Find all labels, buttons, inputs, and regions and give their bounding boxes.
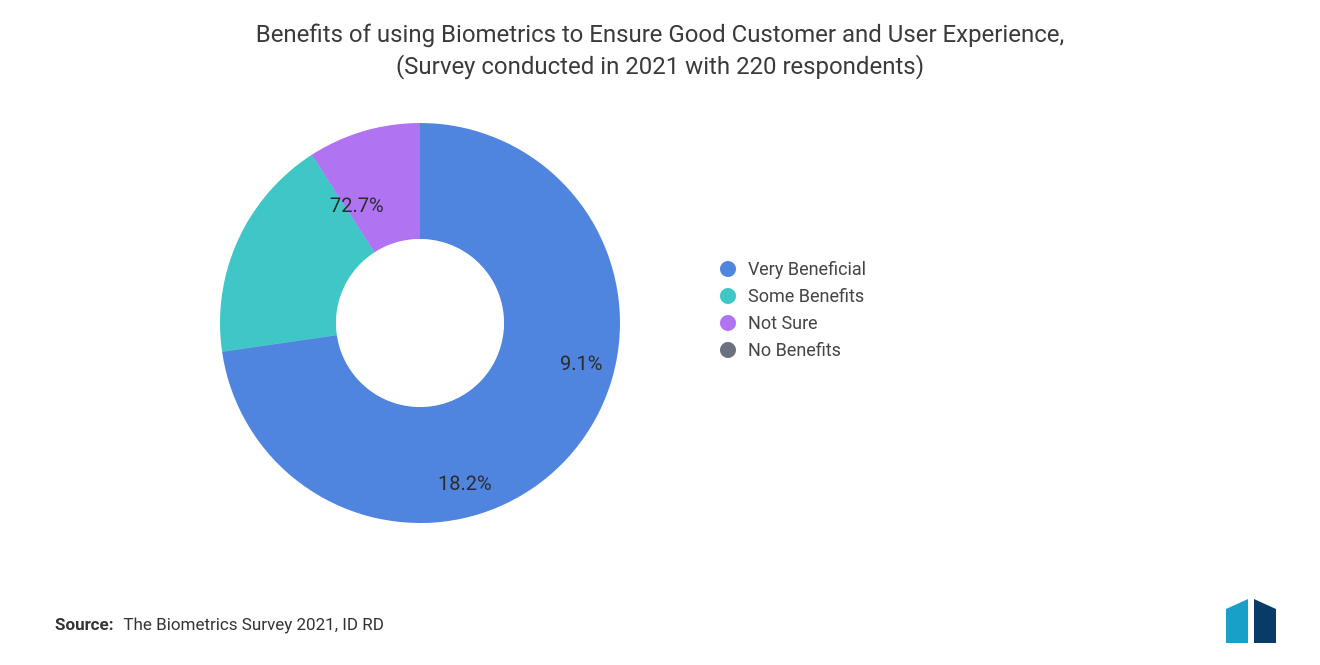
legend-item: Some Benefits (720, 286, 866, 307)
chart-title-line2: (Survey conducted in 2021 with 220 respo… (0, 50, 1320, 82)
legend-label: No Benefits (748, 340, 841, 361)
legend-swatch-icon (720, 342, 736, 358)
legend: Very Beneficial Some Benefits Not Sure No B… (720, 253, 866, 367)
chart-title-block: Benefits of using Biometrics to Ensure G… (0, 0, 1320, 83)
donut-chart: 72.7% 18.2% 9.1% (210, 113, 630, 533)
chart-area: 72.7% 18.2% 9.1% Very Beneficial Some Benef… (0, 83, 1320, 563)
source-label: Source: (55, 615, 113, 635)
legend-swatch-icon (720, 288, 736, 304)
legend-label: Very Beneficial (748, 259, 866, 280)
source-text: The Biometrics Survey 2021, ID RD (123, 615, 384, 635)
slice-percent-label: 9.1% (560, 351, 602, 375)
chart-title-line1: Benefits of using Biometrics to Ensure G… (0, 18, 1320, 50)
legend-swatch-icon (720, 315, 736, 331)
donut-hole (336, 239, 504, 407)
legend-swatch-icon (720, 261, 736, 277)
source-line: Source: The Biometrics Survey 2021, ID R… (55, 615, 384, 635)
legend-label: Not Sure (748, 313, 818, 334)
legend-item: Not Sure (720, 313, 866, 334)
slice-percent-label: 72.7% (330, 193, 384, 217)
slice-percent-label: 18.2% (438, 471, 492, 495)
legend-item: Very Beneficial (720, 259, 866, 280)
brand-logo-icon (1220, 599, 1290, 643)
legend-label: Some Benefits (748, 286, 864, 307)
legend-item: No Benefits (720, 340, 866, 361)
